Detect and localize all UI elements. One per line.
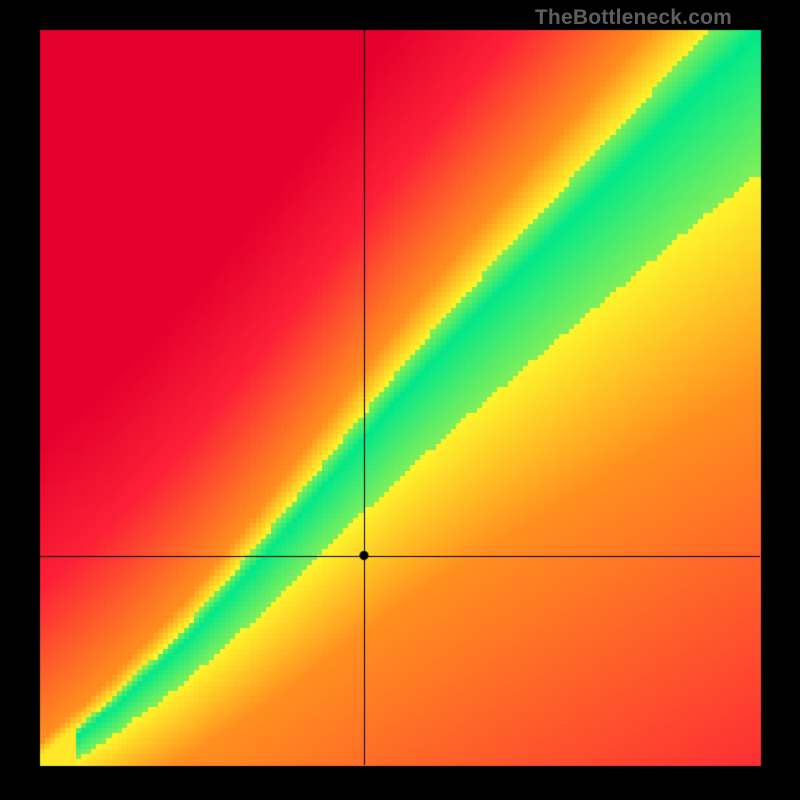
bottleneck-heatmap: [0, 0, 800, 800]
chart-container: TheBottleneck.com: [0, 0, 800, 800]
watermark-text: TheBottleneck.com: [535, 6, 732, 30]
